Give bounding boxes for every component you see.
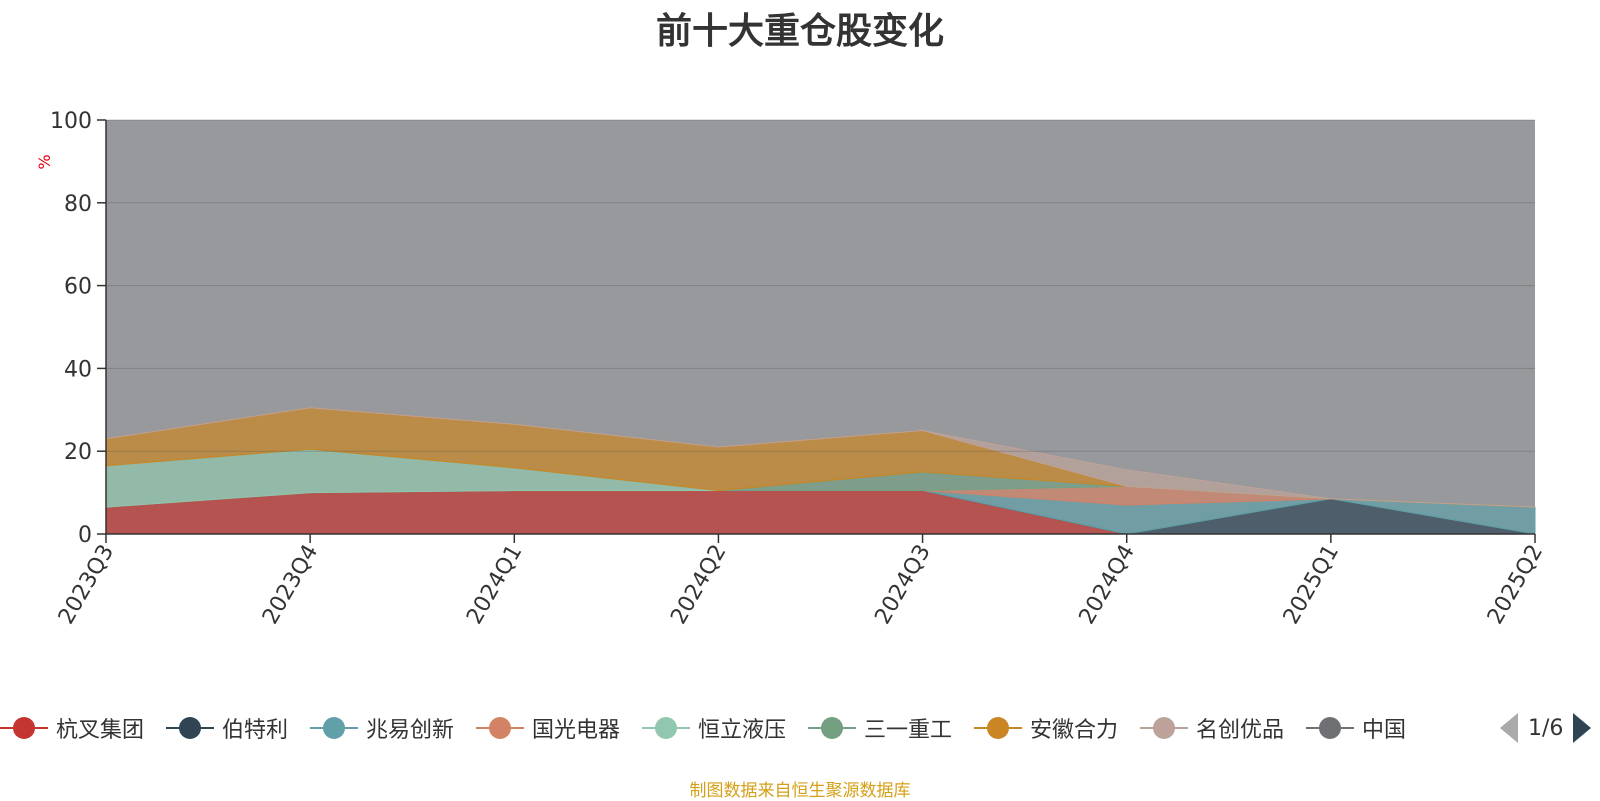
y-tick-label: 60: [64, 275, 92, 300]
legend-item[interactable]: 兆易创新: [310, 710, 454, 746]
legend-item[interactable]: 国光电器: [476, 710, 620, 746]
grid-lines: [106, 119, 1535, 452]
legend-label: 国光电器: [532, 718, 621, 743]
x-tick-label: 2024Q2: [666, 541, 731, 629]
area-series-8: [105, 407, 1536, 508]
y-axis-unit-label: %: [35, 154, 54, 169]
legend-item[interactable]: 名创优品: [1140, 710, 1284, 746]
x-tick-label: 2024Q1: [462, 541, 527, 629]
legend-item[interactable]: 恒立液压: [642, 710, 786, 746]
legend-next-page-icon[interactable]: [1573, 713, 1592, 743]
plot-area: [105, 120, 1536, 535]
legend-item[interactable]: 安徽合力: [974, 710, 1118, 746]
legend-prev-page-icon[interactable]: [1500, 713, 1518, 743]
y-tick-label: 80: [64, 192, 92, 217]
legend-marker-icon: [974, 710, 1022, 746]
legend-label: 恒立液压: [698, 718, 787, 743]
y-tick-label: 0: [78, 523, 92, 548]
chart-title: 前十大重仓股变化: [655, 11, 944, 52]
legend-label: 名创优品: [1196, 718, 1285, 743]
y-tick-label: 40: [64, 357, 92, 382]
legend-label: 杭叉集团: [56, 718, 145, 743]
x-tick-label: 2024Q4: [1075, 541, 1140, 629]
legend-page-indicator: 1/6: [1528, 715, 1564, 741]
x-tick-label: 2023Q3: [54, 541, 119, 629]
legend-label: 兆易创新: [366, 718, 455, 743]
x-tick-label: 2025Q1: [1279, 541, 1344, 629]
legend-label: 伯特利: [222, 718, 289, 743]
x-tick-label: 2023Q4: [258, 541, 323, 629]
legend-marker-icon: [310, 710, 358, 746]
legend-marker-icon: [0, 710, 48, 746]
source-note: 制图数据来自恒生聚源数据库: [689, 781, 911, 801]
legend: 杭叉集团 伯特利 兆易创新 国光电器 恒立液压 三一重工 安徽合力 名创优品 中国 1/6: [0, 710, 1600, 760]
x-tick-label: 2024Q3: [870, 541, 935, 629]
stacked-area-chart: 0 20 40 60 80 100% 2023Q3 2023Q4 2024Q1 2024Q2 202…: [35, 109, 1548, 629]
legend-marker-icon: [808, 710, 856, 746]
legend-item[interactable]: 中国: [1306, 710, 1406, 746]
x-tick-label: 2025Q2: [1483, 541, 1548, 629]
y-tick-label: 100: [50, 109, 92, 134]
legend-marker-icon: [1140, 710, 1188, 746]
y-tick-label: 20: [64, 440, 92, 465]
legend-item[interactable]: 杭叉集团: [0, 710, 144, 746]
legend-marker-icon: [1306, 710, 1354, 746]
legend-items: 杭叉集团 伯特利 兆易创新 国光电器 恒立液压 三一重工 安徽合力 名创优品 中国: [0, 710, 1470, 750]
legend-item[interactable]: 三一重工: [808, 710, 952, 746]
legend-pager: 1/6: [1500, 710, 1592, 746]
legend-marker-icon: [642, 710, 690, 746]
legend-item[interactable]: 伯特利: [166, 710, 288, 746]
legend-label: 安徽合力: [1030, 718, 1119, 743]
legend-label: 三一重工: [864, 718, 953, 743]
legend-marker-icon: [476, 710, 524, 746]
legend-label: 中国: [1362, 718, 1407, 743]
legend-marker-icon: [166, 710, 214, 746]
